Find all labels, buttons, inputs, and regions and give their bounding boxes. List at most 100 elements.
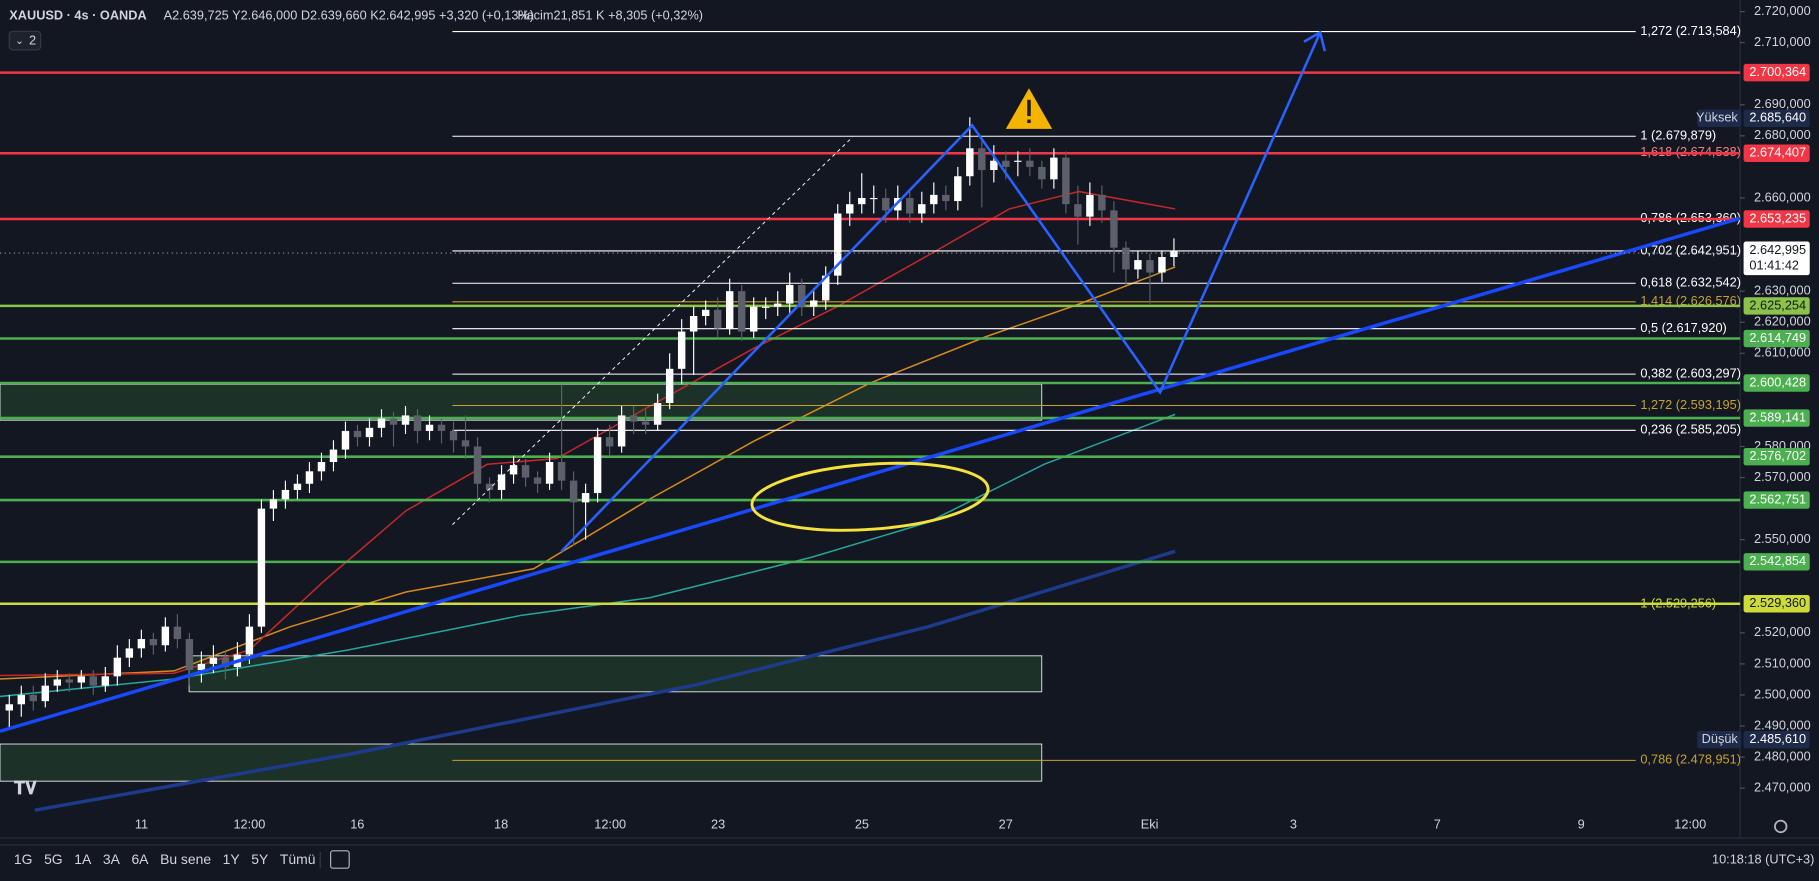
fib-label: 0,382 (2.603,297) [1640,365,1741,380]
last-price: 2.642,995 [1749,242,1806,257]
candle-body [605,437,614,447]
fib-label: 0,786 (2.478,951) [1640,752,1741,767]
arrow-head [1303,30,1327,52]
last-price-tag [1743,241,1810,276]
candle-body [293,483,302,490]
candle-body [798,284,806,307]
candle-body [461,440,470,447]
fib-label: 1,272 (2.593,195) [1640,397,1741,412]
fib-label: 1,414 (2.626,576) [1640,293,1741,308]
candle-body [185,639,194,671]
settings-button[interactable] [1774,819,1788,834]
candle-body [990,160,998,171]
candle-body [906,197,914,214]
marker-name: Yüksek [1696,110,1738,125]
candle-body [1086,194,1094,217]
candle-body [41,685,50,702]
candle-body [761,306,770,308]
candle-body [1014,160,1022,162]
candle-body [858,197,866,205]
candle-body [449,430,458,441]
x-tick-label: 27 [999,817,1013,832]
candle-body [29,694,38,702]
candle-body [17,694,25,705]
candle-body [641,421,650,425]
period-button[interactable]: 6A [131,851,149,867]
period-button[interactable]: 3A [103,851,121,867]
candle-body [377,418,386,428]
x-tick-label: 12:00 [594,817,626,832]
candle-body [125,648,134,658]
candle-body [737,291,746,332]
price-tag [1743,297,1810,315]
candle-body [197,663,206,671]
candle-body [221,657,230,668]
y-tick-label: 2.710,000 [1754,34,1811,49]
fib-label: 0,618 (2.632,542) [1640,275,1741,290]
indicator-chevron: ⌄ [15,36,24,47]
period-button[interactable]: Tümü [280,851,316,867]
zone [188,655,1043,693]
candle-body [569,480,578,503]
candle-body [257,508,266,627]
indicator-toggle[interactable] [8,30,42,51]
x-tick-label: Eki [1141,817,1159,832]
candle-body [353,430,362,438]
period-button[interactable]: 1G [14,851,33,867]
x-tick-label: 16 [350,817,364,832]
price-tag-label: 2.685,640 [1749,110,1806,125]
x-tick-label: 25 [855,817,869,832]
y-tick-label: 2.520,000 [1754,624,1811,639]
y-tick-label: 2.630,000 [1754,283,1811,298]
candle-body [653,402,662,425]
candle-body [930,194,938,205]
zone [0,743,1043,782]
y-tick-label: 2.470,000 [1754,780,1811,795]
period-button[interactable]: Bu sene [160,851,211,867]
marker-name-box [1697,109,1742,128]
price-tag [1743,109,1810,128]
candle-body [545,461,554,484]
candle-body [509,465,518,475]
candle-body [786,284,794,304]
candle-body [329,449,338,462]
period-button[interactable]: 1A [74,851,92,867]
candle-body [1170,250,1178,257]
indicator-count: 2 [29,33,36,48]
candle-body [617,415,626,447]
candle-body [978,148,986,171]
candle-body [269,499,278,509]
price-tag-label: 2.485,610 [1749,731,1806,746]
y-tick-label: 2.510,000 [1754,655,1811,670]
axes: 2.720,000 2.710,000 2.690,000 2.680,000 2.66… [135,3,1811,832]
price-tag-label: 2.600,428 [1749,374,1806,389]
price-tag-label: 2.542,854 [1749,553,1806,568]
candle-body [1098,194,1106,211]
price-tag-label: 2.614,749 [1749,330,1806,345]
candle-body [161,626,170,646]
date-range-button[interactable] [330,850,350,869]
price-tag-label: 2.674,407 [1749,145,1806,160]
x-tick-label: 23 [711,817,725,832]
candle-body [1146,260,1154,273]
candle-body [689,316,698,332]
moving-average [0,413,1176,698]
candle-body [1002,160,1010,167]
candle-body [1122,247,1130,270]
y-tick-label: 2.480,000 [1754,748,1811,763]
period-button[interactable]: 5G [44,851,63,867]
period-button[interactable]: 1Y [223,851,240,867]
warning-icon [1005,88,1053,129]
candle-body [810,300,818,307]
countdown: 01:41:42 [1749,257,1799,272]
period-button[interactable]: 5Y [251,851,268,867]
highlight-ellipse [750,461,990,532]
zone [0,383,1043,421]
x-tick-label: 18 [494,817,508,832]
candle-body [846,204,854,214]
candle-body [497,474,506,490]
candle-body [954,176,962,202]
